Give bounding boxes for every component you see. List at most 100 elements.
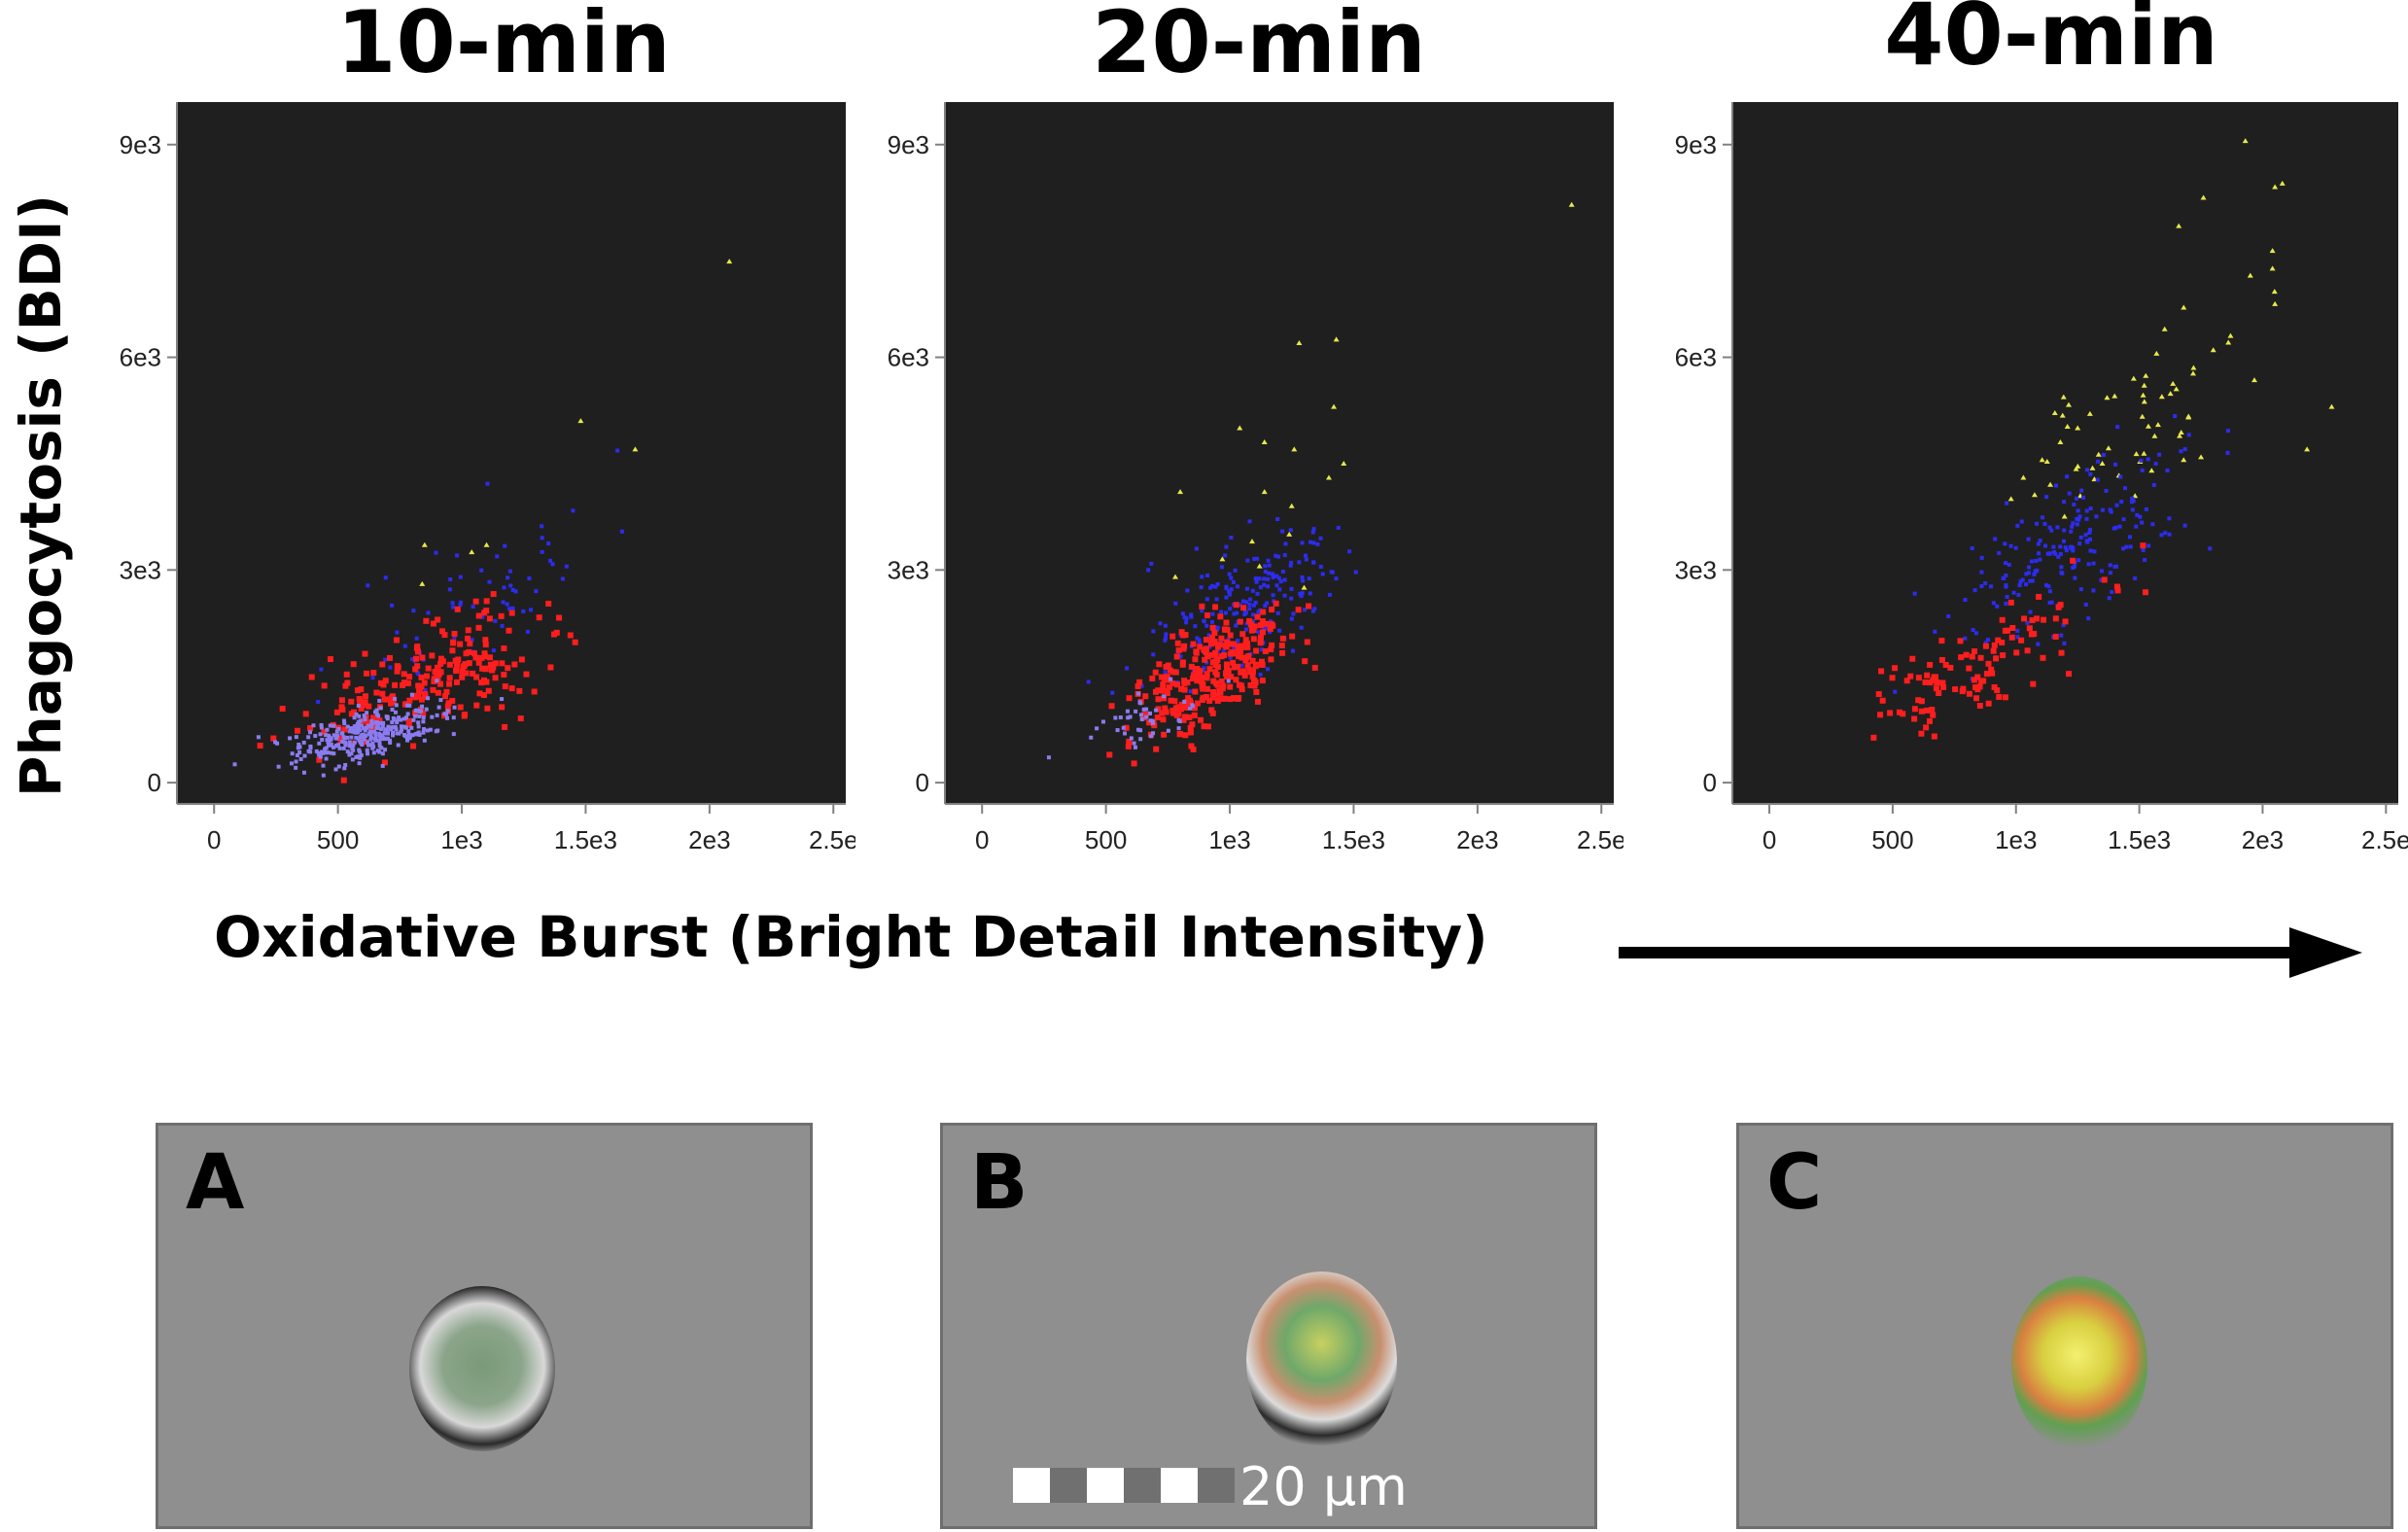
data-point-red — [1980, 678, 1987, 684]
cell-image-b — [1246, 1271, 1397, 1451]
data-point-lavender — [445, 715, 450, 720]
data-point-lavender — [1141, 707, 1146, 712]
data-point-blue — [1248, 597, 1253, 602]
data-point-blue — [2042, 521, 2047, 526]
data-point-red — [1198, 679, 1204, 685]
data-point-red — [392, 681, 399, 688]
data-point-lavender — [371, 750, 376, 755]
data-point-lavender — [394, 703, 399, 708]
data-point-yellow — [2269, 248, 2276, 254]
data-point-red — [1254, 698, 1261, 705]
data-point-red — [1985, 700, 1992, 707]
data-point-yellow — [2105, 445, 2111, 451]
data-point-red — [1991, 642, 1998, 648]
data-point-blue — [2047, 551, 2052, 556]
data-point-red — [1162, 705, 1169, 712]
data-point-blue — [1258, 672, 1263, 677]
y-tick-label: 0 — [148, 768, 161, 797]
data-point-yellow — [2227, 332, 2234, 338]
data-point-lavender — [371, 745, 376, 749]
data-point-red — [1246, 617, 1253, 624]
data-point-blue — [487, 579, 492, 584]
data-point-blue — [2078, 535, 2083, 540]
data-point-lavender — [393, 710, 398, 714]
data-point-blue — [615, 448, 620, 453]
data-point-lavender — [355, 722, 360, 727]
data-point-red — [1878, 668, 1885, 675]
data-point-lavender — [367, 729, 372, 734]
data-point-blue — [426, 610, 431, 615]
data-point-yellow — [2059, 412, 2066, 418]
data-point-blue — [370, 676, 375, 680]
data-point-red — [481, 609, 488, 616]
x-tick-label: 2e3 — [2242, 825, 2284, 854]
data-point-red — [1189, 676, 1196, 682]
data-point-lavender — [379, 746, 384, 750]
data-point-blue — [2047, 525, 2052, 530]
data-point-red — [1971, 677, 1977, 683]
data-point-red — [452, 657, 459, 664]
data-point-red — [1311, 664, 1318, 671]
data-point-red — [366, 703, 372, 710]
data-point-red — [466, 660, 472, 667]
data-point-blue — [1139, 683, 1144, 688]
data-point-red — [1250, 636, 1257, 643]
data-point-blue — [470, 638, 474, 643]
x-tick-label: 500 — [1871, 825, 1913, 854]
data-point-lavender — [1132, 741, 1136, 746]
data-point-lavender — [320, 737, 325, 742]
data-point-red — [418, 696, 425, 703]
data-point-blue — [434, 550, 438, 555]
data-point-red — [382, 678, 389, 684]
data-point-lavender — [326, 733, 331, 738]
data-point-blue — [366, 583, 370, 588]
data-point-red — [463, 670, 470, 677]
data-point-blue — [505, 602, 509, 607]
data-point-blue — [2075, 516, 2079, 521]
data-point-red — [321, 728, 328, 735]
data-point-blue — [2077, 541, 2082, 546]
data-point-blue — [1244, 586, 1249, 591]
data-point-red — [1134, 683, 1141, 690]
data-point-lavender — [409, 692, 414, 697]
data-point-lavender — [1089, 735, 1094, 740]
y-tick-label: 9e3 — [888, 130, 929, 159]
data-point-lavender — [366, 740, 370, 745]
data-point-red — [1123, 724, 1130, 731]
data-point-red — [1206, 697, 1213, 704]
data-point-red — [457, 704, 464, 711]
data-point-lavender — [340, 731, 345, 736]
data-point-lavender — [301, 740, 306, 745]
data-point-lavender — [356, 736, 361, 741]
data-point-lavender — [365, 748, 369, 752]
data-point-red — [453, 661, 460, 668]
data-point-blue — [1893, 689, 1898, 694]
data-point-blue — [1289, 586, 1294, 591]
data-point-red — [2029, 617, 2036, 624]
data-point-blue — [2015, 523, 2020, 528]
data-point-blue — [1265, 601, 1270, 606]
data-point-lavender — [372, 737, 377, 742]
data-point-red — [1209, 624, 1216, 631]
data-point-red — [1163, 709, 1169, 715]
data-point-red — [1887, 710, 1894, 716]
data-point-red — [1236, 643, 1242, 649]
data-point-lavender — [354, 712, 359, 716]
data-point-red — [1988, 666, 1995, 673]
data-point-red — [416, 688, 423, 695]
data-point-lavender — [401, 716, 406, 721]
data-point-lavender — [333, 767, 338, 772]
data-point-yellow — [2143, 372, 2149, 378]
data-point-blue — [1262, 626, 1267, 631]
data-point-lavender — [1149, 734, 1154, 739]
data-point-red — [459, 674, 466, 680]
data-point-red — [1952, 686, 1959, 693]
data-point-red — [1989, 670, 1996, 677]
data-point-lavender — [311, 723, 316, 728]
data-point-yellow — [2007, 496, 2014, 502]
data-point-yellow — [1325, 474, 1332, 480]
data-point-red — [454, 606, 461, 612]
data-point-red — [363, 670, 369, 677]
data-point-yellow — [2154, 422, 2161, 428]
data-point-lavender — [290, 751, 295, 756]
